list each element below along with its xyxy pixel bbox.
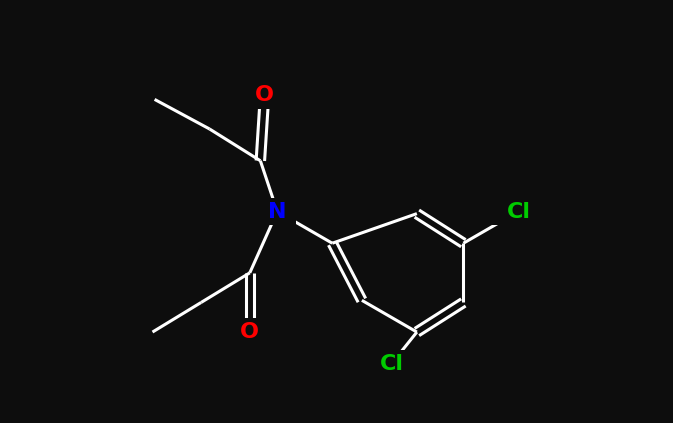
Text: O: O [255,85,274,105]
Text: Cl: Cl [506,201,530,222]
FancyBboxPatch shape [231,318,269,346]
FancyBboxPatch shape [258,198,296,225]
Text: N: N [268,201,287,222]
FancyBboxPatch shape [491,198,546,225]
Text: O: O [240,322,259,342]
Text: Cl: Cl [380,354,404,374]
FancyBboxPatch shape [363,350,419,378]
FancyBboxPatch shape [246,81,283,109]
